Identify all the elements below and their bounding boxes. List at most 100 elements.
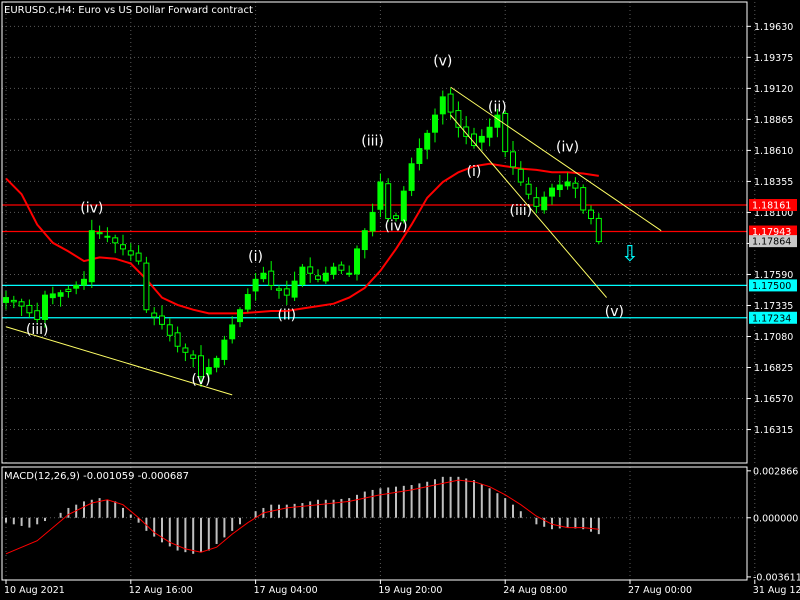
candle-bear xyxy=(26,304,33,314)
wave-label: (v) xyxy=(433,53,452,69)
price-tick-label: 1.16315 xyxy=(754,425,793,436)
candle-bull xyxy=(205,367,212,375)
candle-bear xyxy=(307,266,314,274)
price-panel-frame xyxy=(1,1,748,464)
time-axis: 10 Aug 2021 12 Aug 16:00 17 Aug 04:00 19 Au… xyxy=(4,580,800,596)
price-tag-label: 1.18161 xyxy=(752,201,791,212)
candle-bull xyxy=(252,278,259,292)
candle-bear xyxy=(276,288,282,291)
price-tick-label: 1.18610 xyxy=(754,146,793,157)
candle-bear xyxy=(502,113,509,153)
time-tick-label: 31 Aug 12:00 xyxy=(753,585,800,596)
time-tick-label: 24 Aug 08:00 xyxy=(503,585,567,596)
candle-bull xyxy=(549,187,555,197)
price-tag-label: 1.17864 xyxy=(752,237,791,248)
candle-bear xyxy=(525,183,532,195)
price-tick-label: 1.18865 xyxy=(754,115,793,126)
down-arrow: ⇩ xyxy=(621,242,639,267)
price-tick-label: 1.19375 xyxy=(754,53,793,64)
price-tick-label: 1.17335 xyxy=(754,301,793,312)
price-tag-box xyxy=(749,311,797,324)
candle-bear xyxy=(34,310,41,320)
trend-lines[interactable] xyxy=(5,86,662,396)
candle-bull xyxy=(221,339,228,360)
wave-labels: (iii) (iv) (v) (i) (ii) (iii) (iv) (v) (ii) (i) (i… xyxy=(26,53,624,388)
candle-bull xyxy=(81,278,87,286)
wave-label: (ii) xyxy=(277,307,296,323)
candle-bear xyxy=(151,312,158,318)
price-tick-label: 1.17080 xyxy=(754,332,793,343)
wave-label: (iii) xyxy=(361,134,384,150)
candle-bull xyxy=(369,211,376,232)
candle-bull xyxy=(486,126,493,138)
wave-label: (ii) xyxy=(488,99,507,115)
candle-bull xyxy=(494,114,501,128)
trend-line[interactable] xyxy=(450,114,607,298)
price-tag-box xyxy=(749,199,797,212)
candle-bear xyxy=(463,126,470,137)
trend-line[interactable] xyxy=(5,326,233,396)
candle-bull xyxy=(291,280,298,298)
candle-bull xyxy=(400,190,407,222)
wave-label: (v) xyxy=(605,304,624,320)
candle-bear xyxy=(198,355,204,378)
candle-bull xyxy=(432,114,438,133)
macd-grid xyxy=(2,467,756,580)
macd-signal-line xyxy=(5,479,599,555)
candle-bear xyxy=(174,332,181,347)
price-tag-box xyxy=(749,279,797,292)
candle-bear xyxy=(338,264,345,271)
candle-bull xyxy=(478,135,485,143)
candle-bear xyxy=(65,288,72,292)
candle-bull xyxy=(346,272,353,275)
price-tick-label: 1.18355 xyxy=(754,177,793,188)
candle-bull xyxy=(49,293,56,299)
candle-bear xyxy=(385,183,392,220)
candle-bull xyxy=(564,181,571,187)
trend-line[interactable] xyxy=(450,86,662,232)
wave-label: (i) xyxy=(467,164,482,180)
candle-bull xyxy=(88,230,95,283)
candle-bear xyxy=(517,168,524,183)
price-tick-label: 1.16570 xyxy=(754,394,793,405)
candle-bear xyxy=(315,275,321,280)
candle-bull xyxy=(73,284,80,289)
price-tick-label: 1.17590 xyxy=(754,270,793,281)
candle-bear xyxy=(112,237,119,244)
candle-bull xyxy=(229,324,236,340)
price-tag-box xyxy=(749,235,797,248)
moving-average-polyline xyxy=(5,162,599,315)
candle-bull xyxy=(42,294,48,320)
candle-bull xyxy=(260,272,267,280)
candle-bear xyxy=(143,262,150,311)
wave-label: (iv) xyxy=(80,200,103,216)
down-arrow-icon: ⇩ xyxy=(621,242,639,267)
price-tick-label: 1.18100 xyxy=(754,208,793,219)
macd-histogram xyxy=(5,476,600,554)
candle-bull xyxy=(408,163,415,191)
candle-bear xyxy=(572,182,579,189)
candle-bull xyxy=(556,184,563,191)
candle-bull xyxy=(354,248,360,275)
candle-bear xyxy=(588,209,594,220)
candle-bear xyxy=(393,215,399,220)
candle-bear xyxy=(104,235,111,238)
macd-label: MACD(12,26,9) -0.001059 -0.000687 xyxy=(4,471,189,482)
price-tick-label: 1.19120 xyxy=(754,84,793,95)
macd-tick-label: 0.002866 xyxy=(753,466,798,477)
candle-bear xyxy=(135,252,142,262)
candle-bull xyxy=(439,96,446,115)
candle-bull xyxy=(361,230,368,251)
candle-bear xyxy=(283,288,290,296)
candle-bull xyxy=(237,309,243,323)
time-tick-label: 19 Aug 20:00 xyxy=(378,585,442,596)
macd-panel-frame xyxy=(1,466,748,581)
wave-label: (i) xyxy=(248,249,263,265)
wave-label: (iii) xyxy=(510,203,533,219)
candle-bull xyxy=(3,297,9,303)
time-tick-label: 17 Aug 04:00 xyxy=(254,585,318,596)
candle-bull xyxy=(377,181,384,210)
